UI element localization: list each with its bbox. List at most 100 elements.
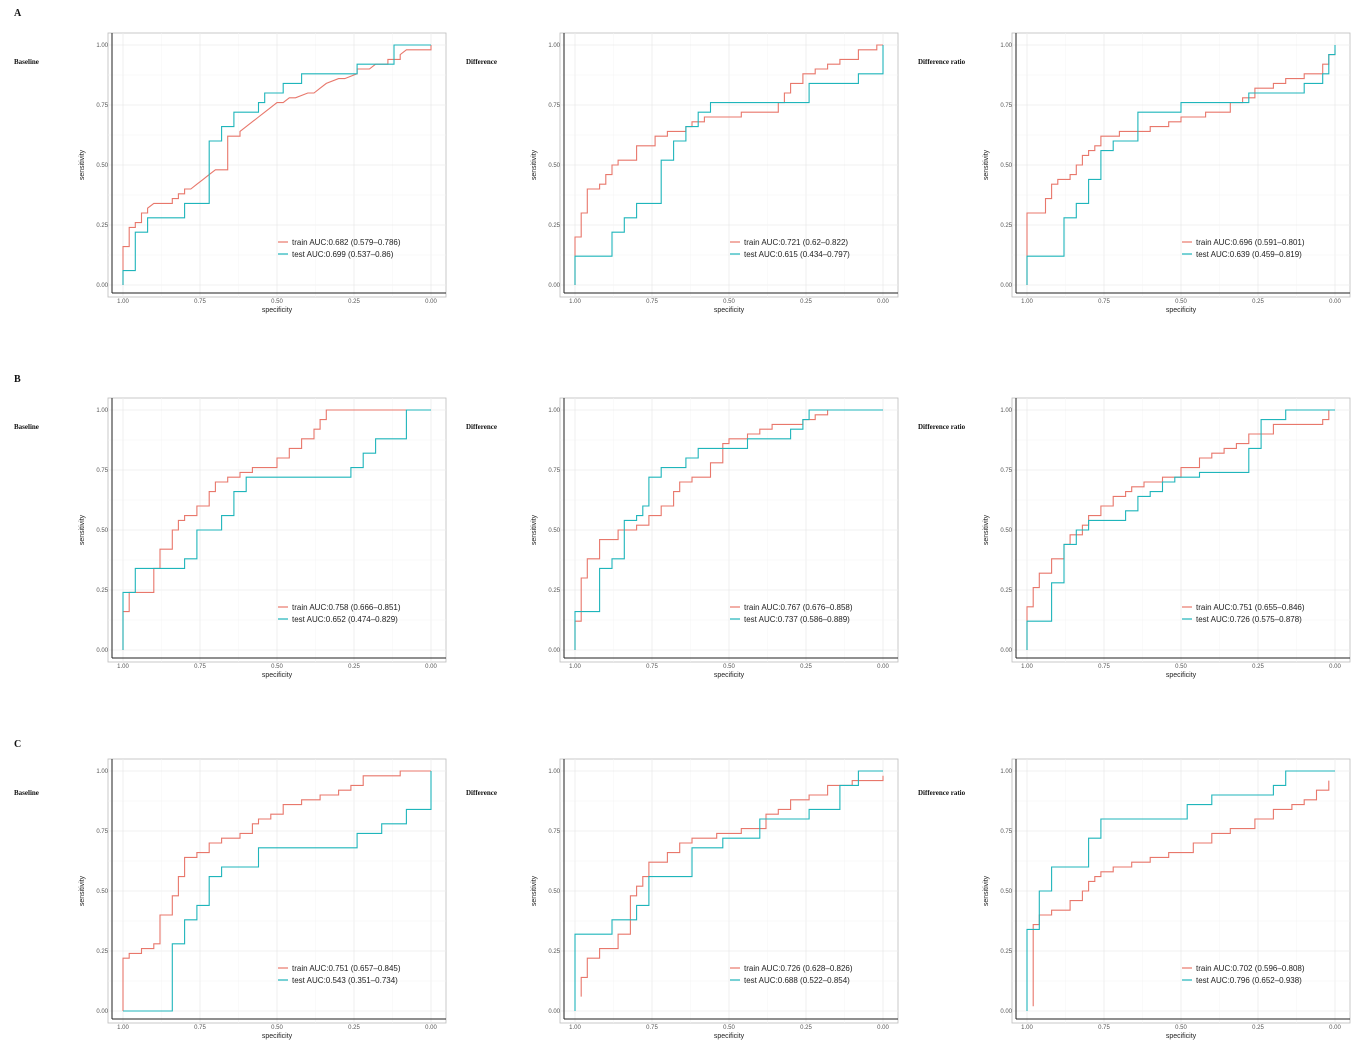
x-tick-label: 0.25 bbox=[348, 299, 360, 305]
y-tick-label: 0.75 bbox=[548, 103, 560, 109]
x-tick-label: 1.00 bbox=[1021, 299, 1033, 305]
legend-label-train: train AUC:0.696 (0.591–0.801) bbox=[1196, 238, 1305, 247]
y-axis-title: sensitivity bbox=[79, 514, 86, 545]
y-tick-label: 0.25 bbox=[96, 588, 108, 594]
legend-label-test: test AUC:0.639 (0.459–0.819) bbox=[1196, 250, 1302, 259]
x-tick-label: 0.75 bbox=[1098, 664, 1110, 670]
roc-curve-train bbox=[1032, 780, 1330, 1007]
legend-label-train: train AUC:0.721 (0.62–0.822) bbox=[744, 238, 848, 247]
roc-panel-a3: 0.00 0.25 0.50 0.75 1.00 1.00 0.75 0.50 0.25 0.00… bbox=[983, 32, 1351, 314]
roc-curve-train bbox=[574, 44, 883, 285]
legend-label-test: test AUC:0.543 (0.351–0.734) bbox=[292, 976, 398, 985]
roc-panel-a2: 0.00 0.25 0.50 0.75 1.00 1.00 0.75 0.50 0.25 0.00… bbox=[531, 32, 899, 314]
legend-label-test: test AUC:0.726 (0.575–0.878) bbox=[1196, 615, 1302, 624]
x-tick-label: 0.75 bbox=[194, 1025, 206, 1031]
y-tick-label: 0.75 bbox=[96, 468, 108, 474]
y-tick-label: 0.25 bbox=[548, 588, 560, 594]
x-tick-label: 0.25 bbox=[800, 299, 812, 305]
y-tick-label: 0.25 bbox=[96, 223, 108, 229]
y-axis-title: sensitivity bbox=[983, 875, 990, 906]
x-axis-title: specificity bbox=[1166, 307, 1197, 314]
panel-b3-side-label: Difference ratio bbox=[918, 423, 966, 431]
x-tick-label: 0.25 bbox=[800, 664, 812, 670]
y-tick-label: 0.00 bbox=[1000, 648, 1012, 654]
panel-a3-side-label: Difference ratio bbox=[918, 58, 966, 66]
roc-curve-test bbox=[123, 771, 432, 1012]
y-tick-label: 1.00 bbox=[1000, 769, 1012, 775]
x-tick-label: 1.00 bbox=[117, 1025, 129, 1031]
y-tick-label: 0.25 bbox=[548, 949, 560, 955]
y-tick-label: 0.75 bbox=[96, 103, 108, 109]
roc-curve-test bbox=[122, 409, 431, 650]
x-axis-title: specificity bbox=[262, 1033, 293, 1040]
x-tick-label: 0.25 bbox=[1252, 1025, 1264, 1031]
y-tick-label: 1.00 bbox=[548, 408, 560, 414]
x-tick-label: 1.00 bbox=[117, 299, 129, 305]
y-tick-label: 0.50 bbox=[96, 528, 108, 534]
x-tick-label: 0.75 bbox=[1098, 299, 1110, 305]
x-tick-label: 0.50 bbox=[271, 299, 283, 305]
legend-label-train: train AUC:0.767 (0.676–0.858) bbox=[744, 603, 853, 612]
legend-label-train: train AUC:0.758 (0.666–0.851) bbox=[292, 603, 401, 612]
x-tick-label: 0.00 bbox=[425, 1025, 437, 1031]
y-tick-label: 1.00 bbox=[548, 43, 560, 49]
y-tick-label: 1.00 bbox=[1000, 408, 1012, 414]
roc-panel-b2: 0.00 0.25 0.50 0.75 1.00 1.00 0.75 0.50 0.25 0.00… bbox=[531, 397, 899, 679]
y-tick-label: 0.00 bbox=[548, 283, 560, 289]
y-tick-label: 0.00 bbox=[548, 648, 560, 654]
x-tick-label: 1.00 bbox=[117, 664, 129, 670]
roc-curve-train bbox=[580, 775, 884, 997]
roc-panel-b3: 0.00 0.25 0.50 0.75 1.00 1.00 0.75 0.50 0.25 0.00… bbox=[983, 397, 1351, 679]
y-tick-label: 1.00 bbox=[1000, 43, 1012, 49]
legend-label-train: train AUC:0.726 (0.628–0.826) bbox=[744, 964, 853, 973]
y-tick-label: 0.50 bbox=[1000, 528, 1012, 534]
x-tick-label: 0.75 bbox=[194, 664, 206, 670]
y-tick-label: 0.00 bbox=[96, 283, 108, 289]
x-tick-label: 0.25 bbox=[800, 1025, 812, 1031]
y-tick-label: 0.50 bbox=[548, 528, 560, 534]
row-label-b: B bbox=[14, 374, 21, 385]
roc-curve-train bbox=[574, 409, 883, 650]
x-tick-label: 0.50 bbox=[723, 299, 735, 305]
legend-label-test: test AUC:0.699 (0.537–0.86) bbox=[292, 250, 394, 259]
x-axis-title: specificity bbox=[714, 1033, 745, 1040]
panel-c1-side-label: Baseline bbox=[14, 789, 39, 797]
y-tick-label: 1.00 bbox=[96, 408, 108, 414]
x-tick-label: 1.00 bbox=[569, 299, 581, 305]
y-tick-label: 0.25 bbox=[1000, 588, 1012, 594]
x-tick-label: 0.00 bbox=[877, 664, 889, 670]
y-axis-title: sensitivity bbox=[531, 875, 538, 906]
roc-curve-train bbox=[122, 770, 431, 1011]
x-tick-label: 1.00 bbox=[1021, 664, 1033, 670]
x-axis-title: specificity bbox=[714, 672, 745, 679]
x-tick-label: 0.75 bbox=[646, 299, 658, 305]
x-tick-label: 0.50 bbox=[1175, 664, 1187, 670]
x-tick-label: 0.00 bbox=[877, 1025, 889, 1031]
x-tick-label: 0.50 bbox=[723, 664, 735, 670]
roc-curve-train bbox=[122, 45, 432, 285]
x-tick-label: 0.25 bbox=[348, 1025, 360, 1031]
x-tick-label: 0.50 bbox=[723, 1025, 735, 1031]
x-tick-label: 1.00 bbox=[569, 1025, 581, 1031]
panel-c2-side-label: Difference bbox=[466, 789, 497, 797]
roc-panel-a1: 0.00 0.25 0.50 0.75 1.00 1.00 0.75 0.50 0.25 0.00… bbox=[79, 32, 447, 314]
x-tick-label: 0.50 bbox=[1175, 299, 1187, 305]
y-tick-label: 0.50 bbox=[548, 163, 560, 169]
x-axis-title: specificity bbox=[262, 672, 293, 679]
y-axis-title: sensitivity bbox=[983, 149, 990, 180]
roc-curve-train bbox=[1026, 49, 1336, 285]
row-label-a: A bbox=[14, 8, 22, 19]
y-tick-label: 1.00 bbox=[96, 769, 108, 775]
x-tick-label: 0.00 bbox=[425, 299, 437, 305]
x-tick-label: 0.50 bbox=[1175, 1025, 1187, 1031]
roc-curve-test bbox=[1026, 409, 1335, 650]
roc-panel-c2: 0.00 0.25 0.50 0.75 1.00 1.00 0.75 0.50 0.25 0.00… bbox=[531, 758, 899, 1040]
roc-curve-test bbox=[1026, 45, 1336, 285]
roc-curve-test bbox=[574, 45, 884, 285]
x-tick-label: 0.00 bbox=[1329, 664, 1341, 670]
x-tick-label: 1.00 bbox=[1021, 1025, 1033, 1031]
x-tick-label: 0.00 bbox=[1329, 1025, 1341, 1031]
x-axis-title: specificity bbox=[714, 307, 745, 314]
panel-b1-side-label: Baseline bbox=[14, 423, 39, 431]
